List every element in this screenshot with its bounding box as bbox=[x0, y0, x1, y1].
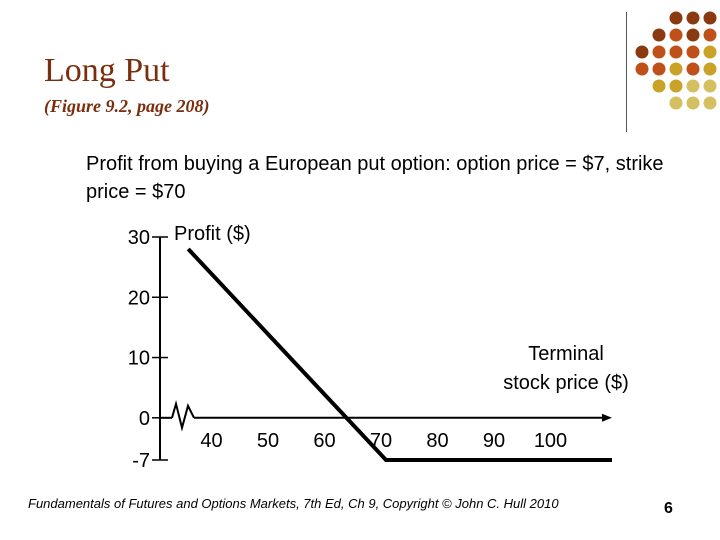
decorative-dot bbox=[686, 11, 700, 25]
decorative-dot bbox=[635, 45, 649, 59]
decorative-dot bbox=[703, 96, 717, 110]
decorative-dot bbox=[652, 62, 666, 76]
decorative-dot bbox=[686, 28, 700, 42]
decorative-dot bbox=[652, 45, 666, 59]
x-axis-label-line1: Terminal bbox=[528, 343, 604, 365]
decorative-dot bbox=[686, 96, 700, 110]
decorative-dot bbox=[703, 11, 717, 25]
y-tick-label: 30 bbox=[128, 227, 150, 249]
x-tick-label: 80 bbox=[426, 430, 448, 452]
decorative-dot bbox=[669, 28, 683, 42]
decorative-dot bbox=[652, 79, 666, 93]
axis-break-symbol bbox=[171, 399, 195, 432]
y-tick-label: -7 bbox=[132, 450, 150, 472]
decorative-dot-grid bbox=[635, 11, 717, 110]
x-axis-label-line2: stock price ($) bbox=[503, 372, 629, 394]
decorative-dot bbox=[686, 45, 700, 59]
decorative-dot bbox=[669, 11, 683, 25]
y-tick-label: 10 bbox=[128, 348, 150, 370]
decorative-dot bbox=[669, 45, 683, 59]
footer-copyright: Fundamentals of Futures and Options Mark… bbox=[28, 496, 559, 511]
y-tick-label: 20 bbox=[128, 287, 150, 309]
y-tick-label: 0 bbox=[139, 408, 150, 430]
profit-line bbox=[186, 247, 612, 462]
decorative-dot bbox=[703, 62, 717, 76]
decorative-dot bbox=[669, 96, 683, 110]
decorative-dot bbox=[635, 62, 649, 76]
x-axis-arrow bbox=[602, 413, 612, 422]
decorative-dot bbox=[686, 62, 700, 76]
x-tick-label: 100 bbox=[534, 430, 567, 452]
slide-description: Profit from buying a European put option… bbox=[86, 153, 664, 203]
y-axis-label: Profit ($) bbox=[174, 223, 251, 245]
header-divider bbox=[626, 12, 627, 132]
slide-title: Long Put bbox=[44, 52, 170, 89]
decorative-dot bbox=[703, 79, 717, 93]
x-tick-label: 90 bbox=[483, 430, 505, 452]
x-tick-label: 40 bbox=[200, 430, 222, 452]
decorative-dot bbox=[652, 28, 666, 42]
x-tick-label: 50 bbox=[257, 430, 279, 452]
x-tick-label: 60 bbox=[313, 430, 335, 452]
decorative-dot bbox=[703, 28, 717, 42]
page-number: 6 bbox=[664, 500, 673, 517]
slide-subtitle: (Figure 9.2, page 208) bbox=[44, 96, 210, 116]
decorative-dot bbox=[669, 79, 683, 93]
decorative-dot bbox=[669, 62, 683, 76]
decorative-dot bbox=[703, 45, 717, 59]
decorative-dot bbox=[686, 79, 700, 93]
